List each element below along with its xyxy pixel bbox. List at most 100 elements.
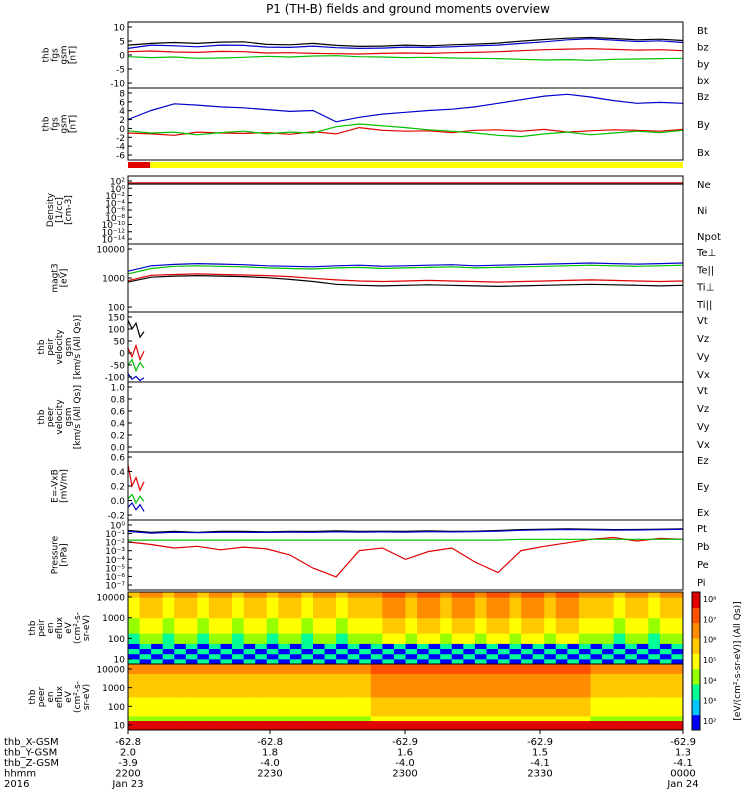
heatmap-cell <box>498 678 511 684</box>
heatmap-cell <box>278 697 291 703</box>
heatmap-cell <box>567 638 580 644</box>
heatmap-cell <box>590 725 603 731</box>
heatmap-cell <box>232 612 245 619</box>
heatmap-cell <box>393 622 406 629</box>
heatmap-cell <box>301 692 314 698</box>
colorbar-step <box>692 668 700 685</box>
heatmap-cell <box>208 597 221 603</box>
heatmap-cell <box>197 622 210 629</box>
heatmap-cell <box>602 715 615 722</box>
heatmap-cell <box>498 607 511 614</box>
heatmap-cell <box>636 638 649 644</box>
heatmap-cell <box>197 668 210 674</box>
heatmap-cell <box>532 725 545 731</box>
heatmap-cell <box>428 687 441 693</box>
heatmap-cell <box>128 617 141 624</box>
heatmap-cell <box>301 633 314 639</box>
heatmap-cell <box>428 697 441 703</box>
heatmap-cell <box>382 653 395 660</box>
heatmap-cell <box>162 592 175 598</box>
heatmap-cell <box>208 706 221 712</box>
heatmap-cell <box>313 617 326 624</box>
heatmap-cell <box>498 701 511 707</box>
heatmap-cell <box>185 612 198 619</box>
heatmap-cell <box>313 701 326 707</box>
heatmap-cell <box>463 697 476 703</box>
heatmap-cell <box>255 711 268 717</box>
colorbar-tick-label: 10⁶ <box>703 636 716 645</box>
y-tick-label: 0.0 <box>111 497 126 507</box>
heatmap-cell <box>278 648 291 655</box>
heatmap-cell <box>393 643 406 650</box>
heatmap-cell <box>555 638 568 644</box>
heatmap-cell <box>232 720 245 726</box>
heatmap-cell <box>174 643 187 650</box>
x-axis-value: 1.3 <box>675 748 691 759</box>
heatmap-cell <box>417 597 430 603</box>
heatmap-cell <box>521 643 534 650</box>
heatmap-cell <box>567 687 580 693</box>
y-axis-label: magt3[eV] <box>51 263 70 292</box>
heatmap-cell <box>197 692 210 698</box>
y-axis-label: thbfgsgsm[nT] <box>42 114 79 133</box>
heatmap-cell <box>255 628 268 634</box>
heatmap-cell <box>197 633 210 639</box>
heatmap-cell <box>498 725 511 731</box>
heatmap-cell <box>393 711 406 717</box>
heatmap-cell <box>139 612 152 619</box>
heatmap-cell <box>578 715 591 722</box>
heatmap-cell <box>128 612 141 619</box>
heatmap-cell <box>590 715 603 722</box>
heatmap-cell <box>220 697 233 703</box>
heatmap-cell <box>243 720 256 726</box>
y-tick-label: 10² <box>110 178 125 188</box>
y-tick-label: 10⁻⁴ <box>105 199 125 209</box>
heatmap-cell <box>139 602 152 608</box>
heatmap-cell <box>648 592 661 598</box>
heatmap-cell <box>266 678 279 684</box>
heatmap-cell <box>451 668 464 674</box>
heatmap-cell <box>139 678 152 684</box>
heatmap-cell <box>313 692 326 698</box>
heatmap-cell <box>567 701 580 707</box>
legend-Ti||: Ti|| <box>696 300 712 311</box>
heatmap-cell <box>590 622 603 629</box>
heatmap-cell <box>162 643 175 650</box>
heatmap-cell <box>347 678 360 684</box>
heatmap-cell <box>625 715 638 722</box>
heatmap-cell <box>393 648 406 655</box>
heatmap-cell <box>359 664 372 670</box>
heatmap-cell <box>174 668 187 674</box>
heatmap-cell <box>578 622 591 629</box>
heatmap-cell <box>243 711 256 717</box>
heatmap-cell <box>567 715 580 722</box>
heatmap-cell <box>659 664 672 670</box>
heatmap-cell <box>336 643 349 650</box>
heatmap-cell <box>220 711 233 717</box>
heatmap-cell <box>255 612 268 619</box>
legend-bx: bx <box>697 76 709 87</box>
heatmap-cell <box>266 658 279 665</box>
legend-Vz: Vz <box>697 404 709 415</box>
heatmap-cell <box>162 602 175 608</box>
heatmap-cell <box>324 638 337 644</box>
heatmap-cell <box>428 706 441 712</box>
heatmap-cell <box>220 682 233 689</box>
heatmap-cell <box>567 658 580 665</box>
heatmap-cell <box>521 701 534 707</box>
heatmap-cell <box>313 658 326 665</box>
heatmap-cell <box>278 692 291 698</box>
heatmap-cell <box>417 725 430 731</box>
heatmap-cell <box>428 622 441 629</box>
heatmap-cell <box>428 701 441 707</box>
heatmap-cell <box>220 648 233 655</box>
heatmap-cell <box>451 592 464 598</box>
heatmap-cell <box>451 633 464 639</box>
heatmap-cell <box>544 697 557 703</box>
heatmap-cell <box>197 648 210 655</box>
heatmap-cell <box>440 597 453 603</box>
heatmap-cell <box>659 725 672 731</box>
heatmap-cell <box>220 622 233 629</box>
heatmap-cell <box>313 622 326 629</box>
series-line-Te⊥ <box>127 273 684 283</box>
